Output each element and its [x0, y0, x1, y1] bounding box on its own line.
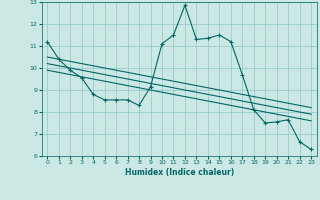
X-axis label: Humidex (Indice chaleur): Humidex (Indice chaleur) — [124, 168, 234, 177]
